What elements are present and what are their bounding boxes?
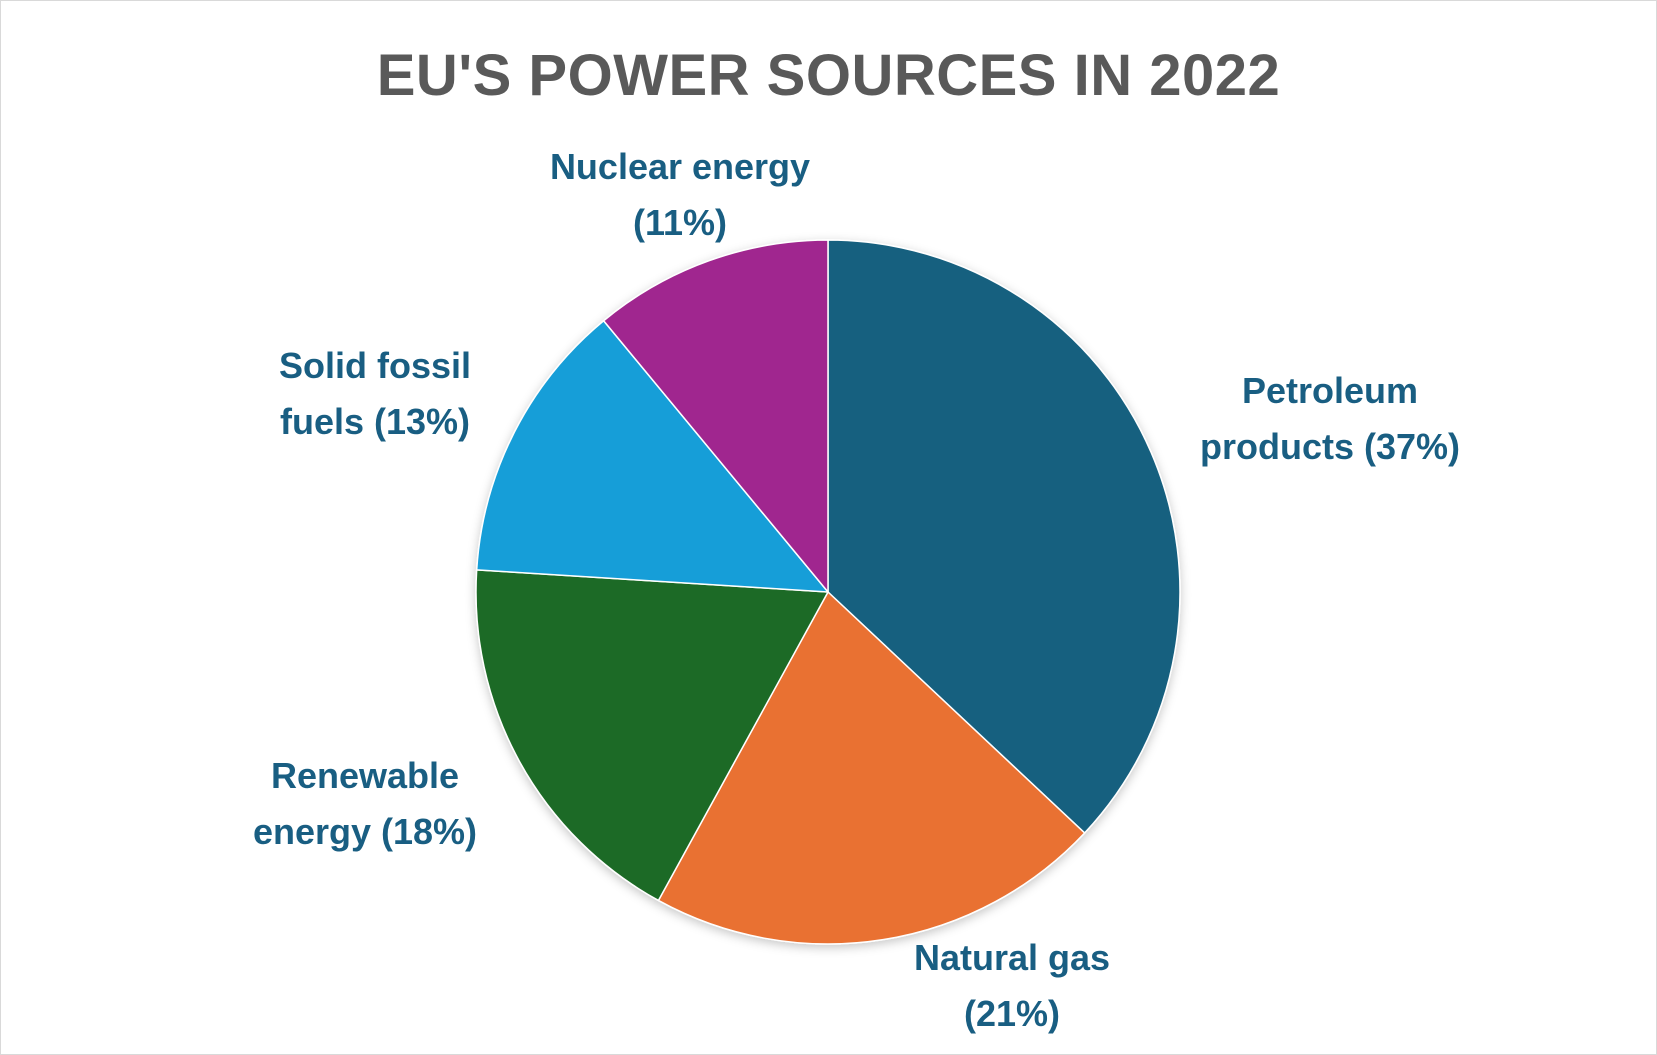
data-label-line: energy (18%) xyxy=(252,811,478,852)
data-label-line: (21%) xyxy=(963,993,1061,1034)
pie-slices xyxy=(475,239,1181,945)
pie-slice-petroleum-products xyxy=(827,239,1181,834)
data-label-solid-fossil-fuels: Solid fossil fuels (13%) xyxy=(255,338,495,450)
pie-slice-solid-fossil-fuels xyxy=(475,320,829,593)
data-label-renewable-energy: Renewable energy (18%) xyxy=(225,748,505,860)
data-label-line: Nuclear energy xyxy=(549,146,811,187)
pie-slice-nuclear-energy xyxy=(602,239,829,593)
data-label-line: Renewable xyxy=(270,755,460,796)
data-label-line: (11%) xyxy=(632,202,728,243)
pie-slice-renewable-energy xyxy=(475,569,829,902)
data-label-line: products (37%) xyxy=(1199,426,1461,467)
data-label-line: Natural gas xyxy=(913,937,1111,978)
chart-title: EU'S POWER SOURCES IN 2022 xyxy=(376,43,1281,108)
pie-slice-natural-gas xyxy=(657,591,1086,945)
data-label-nuclear-energy: Nuclear energy (11%) xyxy=(530,139,830,251)
data-label-natural-gas: Natural gas (21%) xyxy=(882,930,1142,1042)
data-label-petroleum-products: Petroleum products (37%) xyxy=(1170,363,1490,475)
data-label-line: Petroleum xyxy=(1241,370,1419,411)
data-label-line: fuels (13%) xyxy=(279,401,471,442)
data-label-line: Solid fossil xyxy=(278,345,472,386)
